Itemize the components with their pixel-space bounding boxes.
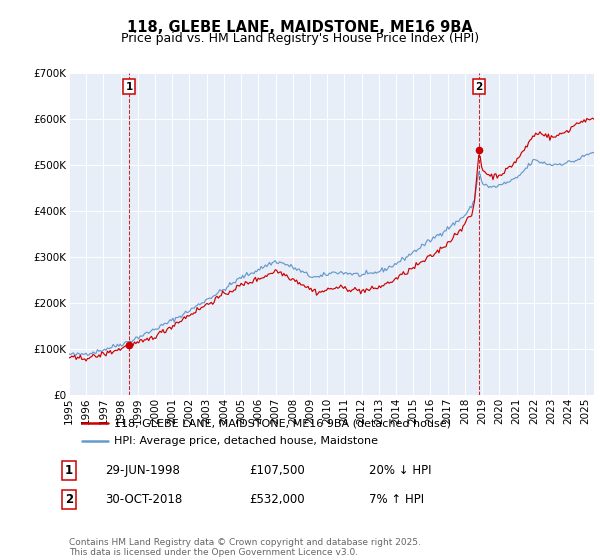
Text: 7% ↑ HPI: 7% ↑ HPI (369, 493, 424, 506)
Text: 2: 2 (476, 82, 483, 92)
Text: 118, GLEBE LANE, MAIDSTONE, ME16 9BA (detached house): 118, GLEBE LANE, MAIDSTONE, ME16 9BA (de… (113, 418, 451, 428)
Text: 29-JUN-1998: 29-JUN-1998 (105, 464, 180, 477)
Text: 1: 1 (125, 82, 133, 92)
Text: Price paid vs. HM Land Registry's House Price Index (HPI): Price paid vs. HM Land Registry's House … (121, 32, 479, 45)
Text: Contains HM Land Registry data © Crown copyright and database right 2025.
This d: Contains HM Land Registry data © Crown c… (69, 538, 421, 557)
Text: 118, GLEBE LANE, MAIDSTONE, ME16 9BA: 118, GLEBE LANE, MAIDSTONE, ME16 9BA (127, 20, 473, 35)
Text: £107,500: £107,500 (249, 464, 305, 477)
Text: 20% ↓ HPI: 20% ↓ HPI (369, 464, 431, 477)
Text: 30-OCT-2018: 30-OCT-2018 (105, 493, 182, 506)
Text: 2: 2 (65, 493, 73, 506)
Text: £532,000: £532,000 (249, 493, 305, 506)
Text: 1: 1 (65, 464, 73, 477)
Text: HPI: Average price, detached house, Maidstone: HPI: Average price, detached house, Maid… (113, 436, 377, 446)
